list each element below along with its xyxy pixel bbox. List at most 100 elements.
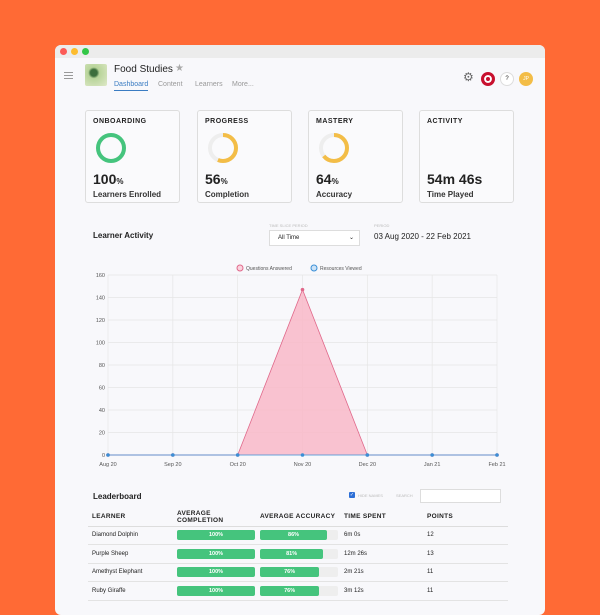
- accuracy-value: 76%: [260, 567, 320, 578]
- period-label: PERIOD: [374, 223, 390, 228]
- title-bar: [55, 45, 545, 58]
- tab-learners[interactable]: Learners: [195, 81, 223, 88]
- completion-value: 100%: [177, 530, 255, 541]
- y-tick-label: 160: [96, 273, 105, 279]
- learner-name: Ruby Giraffe: [88, 581, 173, 601]
- table-row[interactable]: Purple Sheep 100% 81% 12m 26s 13: [88, 544, 508, 564]
- y-tick-label: 60: [99, 386, 105, 392]
- minimize-window-button[interactable]: [71, 48, 78, 55]
- time-spent: 2m 21s: [340, 563, 423, 582]
- points: 11: [423, 581, 508, 601]
- completion-value: 100%: [177, 585, 255, 596]
- series-area: [108, 289, 497, 455]
- card-value: 54m 46s: [427, 171, 483, 187]
- activity-chart: 0 20 40 60 80 100 120 140 160 Aug 20 Sep 20 Oct 20 N…: [96, 264, 506, 468]
- card-label: MASTERY: [316, 118, 354, 125]
- search-input[interactable]: [420, 489, 501, 503]
- points: 13: [423, 544, 508, 564]
- chevron-down-icon: ⌄: [348, 235, 354, 241]
- x-tick-label: Oct 20: [230, 462, 246, 468]
- card-value: 100%: [93, 171, 124, 187]
- maximize-window-button[interactable]: [82, 48, 89, 55]
- accuracy-cell: 76%: [256, 581, 340, 601]
- data-point: [365, 453, 370, 457]
- star-icon[interactable]: ★: [175, 63, 184, 74]
- x-tick-label: Dec 20: [359, 462, 376, 468]
- gear-icon[interactable]: ⚙: [463, 70, 474, 84]
- points: 12: [423, 526, 508, 545]
- time-spent: 6m 0s: [340, 526, 423, 545]
- table-row[interactable]: Diamond Dolphin 100% 86% 6m 0s 12: [88, 526, 508, 545]
- card-label: ACTIVITY: [427, 118, 463, 125]
- avatar[interactable]: JP: [519, 72, 533, 86]
- tab-more[interactable]: More...: [232, 81, 254, 88]
- accuracy-bar: 76%: [260, 567, 338, 578]
- column-header[interactable]: AVERAGE ACCURACY: [256, 508, 340, 527]
- column-header[interactable]: LEARNER: [88, 508, 173, 527]
- accuracy-value: 76%: [260, 585, 320, 596]
- completion-bar: 100%: [177, 585, 255, 596]
- table-row[interactable]: Ruby Giraffe 100% 76% 3m 12s 11: [88, 581, 508, 601]
- progress-card: PROGRESS 56% Completion: [197, 110, 292, 203]
- data-point: [300, 287, 305, 292]
- card-value: 64%: [316, 171, 339, 187]
- data-point: [235, 453, 240, 457]
- help-button[interactable]: ?: [500, 72, 514, 86]
- hide-names-checkbox[interactable]: ✓: [349, 492, 355, 498]
- period-value: 03 Aug 2020 - 22 Feb 2021: [374, 232, 471, 241]
- column-header[interactable]: TIME SPENT: [340, 508, 423, 527]
- accuracy-cell: 81%: [256, 544, 340, 564]
- completion-cell: 100%: [173, 581, 256, 601]
- column-header[interactable]: POINTS: [423, 508, 508, 527]
- data-point: [171, 453, 175, 457]
- time-slice-label: TIME SLICE PERIOD: [269, 223, 308, 228]
- notification-icon[interactable]: [481, 72, 495, 86]
- progress-ring: [208, 133, 238, 163]
- card-value: 56%: [205, 171, 228, 187]
- section-title: Learner Activity: [93, 231, 154, 240]
- accuracy-bar: 86%: [260, 530, 338, 541]
- close-window-button[interactable]: [60, 48, 67, 55]
- select-value: All Time: [278, 235, 300, 241]
- time-spent: 3m 12s: [340, 581, 423, 601]
- x-tick-label: Nov 20: [294, 462, 311, 468]
- accuracy-value: 86%: [260, 530, 328, 541]
- accuracy-bar: 76%: [260, 585, 338, 596]
- learner-name: Amethyst Elephant: [88, 563, 173, 582]
- time-spent: 12m 26s: [340, 544, 423, 564]
- legend-label: Questions Answered: [246, 266, 292, 272]
- data-point: [300, 453, 305, 457]
- leaderboard-title: Leaderboard: [93, 492, 142, 501]
- learner-name: Diamond Dolphin: [88, 526, 173, 545]
- accuracy-bar: 81%: [260, 548, 338, 559]
- x-tick-label: Sep 20: [164, 462, 181, 468]
- completion-bar: 100%: [177, 530, 255, 541]
- column-header[interactable]: AVERAGE COMPLETION: [173, 508, 256, 527]
- completion-bar: 100%: [177, 567, 255, 578]
- completion-value: 100%: [177, 567, 255, 578]
- y-tick-label: 100: [96, 341, 105, 347]
- menu-icon[interactable]: [64, 72, 73, 79]
- completion-bar: 100%: [177, 548, 255, 559]
- data-point: [495, 453, 499, 457]
- accuracy-cell: 76%: [256, 563, 340, 582]
- y-tick-label: 40: [99, 408, 105, 414]
- card-subtitle: Time Played: [427, 190, 474, 199]
- card-label: PROGRESS: [205, 118, 249, 125]
- tab-content[interactable]: Content: [158, 81, 183, 88]
- completion-cell: 100%: [173, 526, 256, 545]
- y-tick-label: 80: [99, 363, 105, 369]
- time-slice-select[interactable]: All Time ⌄: [269, 230, 360, 246]
- tab-dashboard[interactable]: Dashboard: [114, 81, 149, 91]
- data-point: [430, 453, 434, 457]
- accuracy-value: 81%: [260, 548, 324, 559]
- data-point: [106, 453, 110, 457]
- course-title: Food Studies: [114, 64, 173, 75]
- card-subtitle: Completion: [205, 190, 249, 199]
- table-row[interactable]: Amethyst Elephant 100% 76% 2m 21s 11: [88, 563, 508, 582]
- y-tick-label: 140: [96, 296, 105, 302]
- legend-marker: [236, 264, 244, 272]
- course-thumbnail: [85, 64, 107, 86]
- completion-value: 100%: [177, 548, 255, 559]
- mastery-ring: [319, 133, 349, 163]
